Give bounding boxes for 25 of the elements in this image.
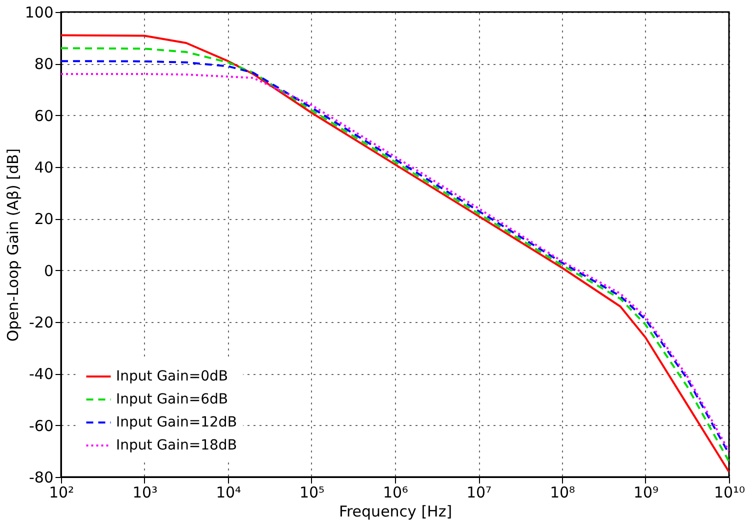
x-tick-label: 10¹⁰ (714, 484, 746, 502)
x-tick-label: 10⁴ (216, 484, 242, 502)
legend-label: Input Gain=0dB (116, 368, 228, 384)
x-tick-label: 10⁶ (382, 484, 408, 502)
y-tick-label: 20 (34, 210, 54, 228)
x-tick-label: 10⁵ (299, 484, 325, 502)
y-tick-label: -60 (29, 416, 54, 435)
x-tick-label: 10⁷ (466, 484, 492, 502)
y-tick-label: 0 (44, 262, 54, 280)
x-tick-label: 10⁸ (550, 484, 576, 502)
y-tick-label: 60 (34, 106, 54, 125)
x-tick-label: 10³ (132, 484, 158, 502)
y-tick-label: 100 (24, 4, 54, 22)
x-tick-label: 10⁹ (633, 484, 659, 502)
y-tick-label: -80 (29, 468, 54, 486)
legend-label: Input Gain=12dB (116, 414, 237, 430)
y-tick-label: -20 (29, 314, 54, 332)
y-axis-title: Open-Loop Gain (Aβ) [dB] (4, 148, 22, 342)
y-tick-label: 40 (34, 158, 54, 176)
legend-label: Input Gain=18dB (116, 438, 237, 454)
legend-label: Input Gain=6dB (116, 392, 228, 408)
x-tick-label: 10² (48, 484, 74, 502)
y-tick-label: -40 (29, 365, 54, 384)
y-tick-label: 80 (34, 55, 54, 74)
x-axis-title: Frequency [Hz] (338, 502, 452, 520)
